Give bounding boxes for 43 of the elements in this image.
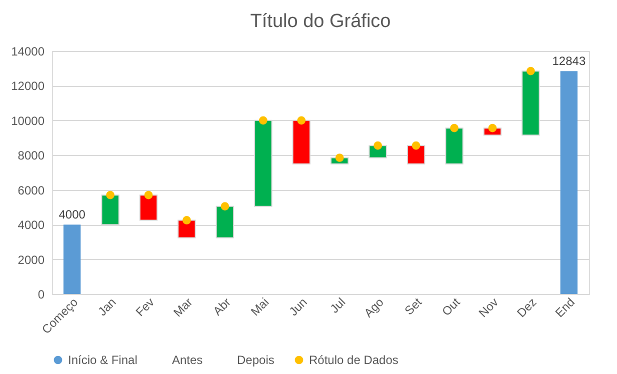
text: Antes <box>172 353 203 367</box>
legend-label: Rótulo de Dados <box>309 353 398 367</box>
x-tick-label: Fev <box>132 295 157 320</box>
x-tick-label: Mai <box>248 295 272 319</box>
y-tick-label: 8000 <box>18 148 45 163</box>
point <box>106 190 114 200</box>
y-tick-label: 10000 <box>11 114 45 128</box>
point <box>182 216 191 224</box>
bar <box>560 71 578 294</box>
x-tick-label: Jun <box>286 295 310 319</box>
data-label: 12843 <box>552 54 586 68</box>
point <box>220 202 230 211</box>
point <box>412 141 420 150</box>
x-tick-label: Dez <box>514 295 540 320</box>
x-tick-label: Nov <box>476 295 501 320</box>
x-tick-label: End <box>552 295 578 320</box>
point <box>335 154 344 162</box>
y-tick-label: 2000 <box>18 252 45 267</box>
text: Depois <box>237 353 274 367</box>
y-tick-label: 0 <box>38 288 45 302</box>
x-tick-label: Set <box>402 294 426 318</box>
chart-title: Título do Gráfico <box>250 11 391 32</box>
x-tick-label: Mar <box>170 295 196 320</box>
y-tick-label: 4000 <box>18 218 45 232</box>
bar <box>63 224 81 294</box>
bar <box>139 194 158 221</box>
point <box>374 141 382 150</box>
y-tick-label: 12000 <box>11 79 45 94</box>
point <box>488 124 497 132</box>
point <box>297 116 306 125</box>
x-tick-label: Ago <box>361 294 387 320</box>
point <box>526 66 535 76</box>
x-tick-label: Abr <box>210 295 234 318</box>
x-tick-label: Jul <box>327 295 348 316</box>
data-label: 4000 <box>58 208 86 222</box>
legend-label: Início & Final <box>68 353 138 367</box>
x-tick-label: Jan <box>95 295 119 319</box>
point <box>450 124 458 132</box>
x-tick-label: Out <box>439 294 464 319</box>
y-tick-label: 14000 <box>11 44 45 58</box>
y-tick-label: 6000 <box>18 183 45 198</box>
point <box>144 190 153 200</box>
point <box>258 116 268 125</box>
